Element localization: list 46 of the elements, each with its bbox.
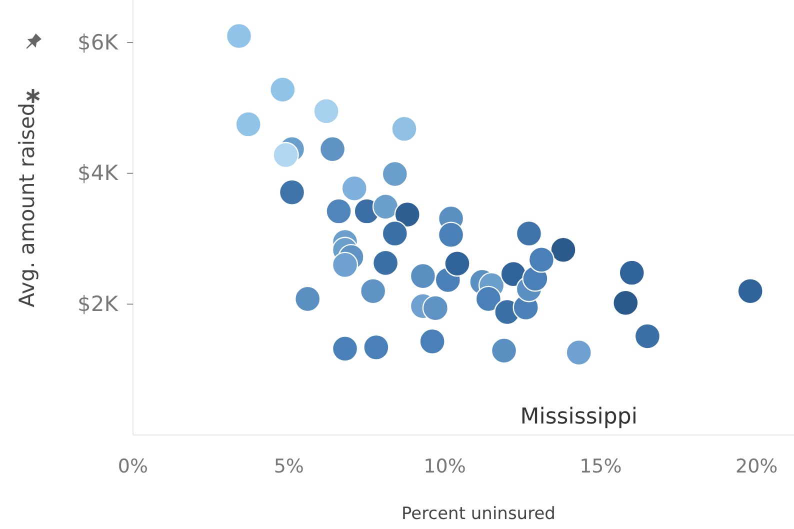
point: [235, 111, 262, 138]
point: [332, 252, 358, 278]
x-tick-label: 0%: [118, 455, 148, 478]
point: [363, 334, 390, 360]
point: [319, 136, 346, 162]
point: [618, 260, 645, 286]
point: [516, 220, 542, 247]
x-axis-title: Percent uninsured: [402, 504, 556, 524]
y-tick-label: $2K: [78, 292, 120, 316]
point: [422, 295, 449, 322]
point: [566, 340, 592, 366]
point: [360, 278, 386, 304]
point: [326, 198, 352, 224]
y-tick-label: $6K: [78, 30, 120, 54]
point: [270, 76, 296, 103]
annotation: Mississippi: [520, 404, 638, 430]
point: [550, 236, 576, 263]
point: [444, 250, 470, 277]
x-tick-label: 15%: [580, 455, 622, 478]
point: [372, 250, 399, 276]
point: [341, 175, 368, 202]
point: [528, 246, 555, 273]
point: [313, 98, 340, 124]
point: [382, 220, 408, 247]
x-tick-label: 20%: [735, 455, 778, 478]
point: [419, 328, 446, 355]
point: [394, 201, 420, 228]
point: [634, 323, 661, 350]
point: [490, 338, 518, 364]
x-tick-label: 10%: [424, 455, 466, 478]
point: [272, 142, 299, 168]
y-tick-label: $4K: [78, 161, 120, 186]
point: [226, 22, 252, 50]
point: [475, 286, 502, 312]
point: [438, 222, 464, 248]
x-tick-label: 5%: [274, 455, 304, 478]
point: [278, 179, 306, 206]
point: [382, 160, 408, 188]
point: [737, 278, 764, 304]
point: [372, 194, 399, 220]
y-axis-title: Avg. amount raised: [15, 102, 39, 308]
point: [332, 336, 358, 362]
point: [612, 290, 639, 316]
point: [391, 116, 418, 142]
point: [294, 286, 321, 312]
point: [410, 262, 436, 290]
